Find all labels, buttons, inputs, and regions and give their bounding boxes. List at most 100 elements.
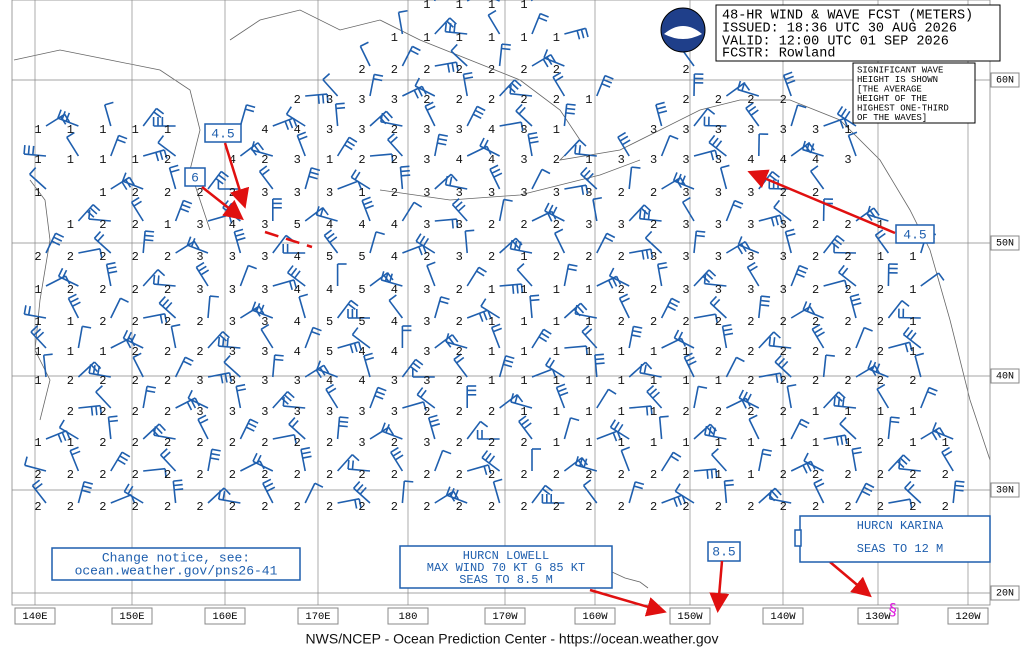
barb-staff [694, 386, 698, 408]
wave-height: 2 [358, 500, 365, 514]
wave-height: 2 [99, 218, 106, 232]
wave-height: 1 [585, 283, 592, 297]
barb-feather [568, 269, 577, 271]
barb-feather [360, 487, 366, 494]
barb-feather [236, 385, 245, 387]
wave-height: 2 [650, 500, 657, 514]
wave-height: 4 [812, 153, 819, 167]
barb-feather [853, 452, 862, 454]
wave-height: 1 [456, 0, 463, 12]
barb-feather [736, 357, 744, 361]
barb-feather [539, 18, 547, 21]
wave-height: 2 [780, 468, 787, 482]
barb-staff [824, 280, 845, 286]
barb-feather [134, 201, 142, 206]
barb-feather [696, 231, 705, 232]
barb-feather [864, 328, 872, 331]
wave-height: 3 [326, 93, 333, 107]
barb-staff [240, 265, 248, 286]
barb-feather [674, 330, 678, 338]
wave-height: 2 [164, 315, 171, 329]
barb-staff [856, 366, 875, 377]
barb-feather [605, 237, 613, 241]
barb-feather [632, 335, 641, 337]
barb-feather [530, 300, 539, 301]
barb-feather [567, 104, 576, 105]
wave-height: 2 [34, 468, 41, 482]
barb-feather [774, 332, 781, 338]
wave-height: 3 [423, 436, 430, 450]
barb-feather [262, 170, 269, 175]
barb-staff [726, 357, 736, 377]
barb-staff [759, 449, 763, 471]
wave-height: 2 [520, 93, 527, 107]
barb-staff [143, 469, 165, 471]
wave-height: 1 [682, 436, 689, 450]
wave-height: 1 [650, 436, 657, 450]
barb-feather [365, 205, 373, 208]
wave-height: 1 [942, 436, 949, 450]
barb-feather [545, 203, 549, 211]
wave-height: 3 [844, 153, 851, 167]
wave-height: 1 [909, 250, 916, 264]
barb-feather [310, 172, 319, 174]
barb-staff [370, 154, 392, 156]
wave-height: 2 [877, 500, 884, 514]
barb-feather [502, 44, 511, 45]
barb-feather [393, 451, 401, 456]
wave-height: 2 [423, 500, 430, 514]
wave-height: 2 [747, 93, 754, 107]
barb-feather [622, 140, 630, 145]
barb-feather [166, 302, 172, 309]
barb-feather [187, 402, 191, 410]
barb-feather [724, 333, 733, 335]
barb-feather [159, 297, 165, 304]
barb-staff [564, 104, 566, 126]
barb-staff [78, 406, 100, 408]
barb-feather [248, 423, 256, 427]
barb-feather [761, 296, 770, 297]
wave-height: 1 [909, 283, 916, 297]
barb-staff [564, 264, 568, 286]
wave-height: 1 [520, 315, 527, 329]
barb-feather [784, 72, 792, 75]
wave-height: 2 [456, 436, 463, 450]
wave-height: 1 [488, 31, 495, 45]
barb-feather [832, 243, 839, 249]
barb-feather [927, 392, 935, 395]
wave-height: 3 [585, 218, 592, 232]
barb-feather [713, 138, 719, 145]
wave-height: 1 [909, 436, 916, 450]
barb-staff [500, 284, 522, 286]
barb-feather [710, 296, 716, 303]
barb-feather [452, 219, 453, 228]
wave-height: 2 [844, 283, 851, 297]
barb-feather [905, 481, 911, 488]
wave-height: 2 [553, 468, 560, 482]
barb-staff [532, 55, 551, 66]
wave-height: 1 [520, 405, 527, 419]
lon-label: 140E [22, 611, 47, 623]
lon-label: 140W [770, 611, 796, 623]
wave-height: 2 [391, 500, 398, 514]
wave-height: 1 [585, 153, 592, 167]
barb-staff [111, 495, 131, 503]
barb-feather [160, 315, 162, 324]
barb-feather [607, 233, 615, 237]
wave-height: 3 [261, 186, 268, 200]
barb-feather [340, 417, 349, 418]
barb-feather [89, 210, 90, 219]
wave-height: 3 [682, 186, 689, 200]
barb-feather [475, 110, 483, 114]
barb-staff [305, 327, 313, 348]
barb-staff [109, 417, 111, 439]
wave-height: 2 [196, 315, 203, 329]
wave-height: 1 [585, 345, 592, 359]
barb-feather [451, 44, 457, 51]
wave-height: 3 [261, 374, 268, 388]
barb-staff [662, 178, 681, 189]
lon-label: 160E [212, 611, 237, 623]
barb-feather [549, 360, 554, 368]
barb-feather [480, 421, 487, 426]
barb-feather [670, 136, 678, 139]
